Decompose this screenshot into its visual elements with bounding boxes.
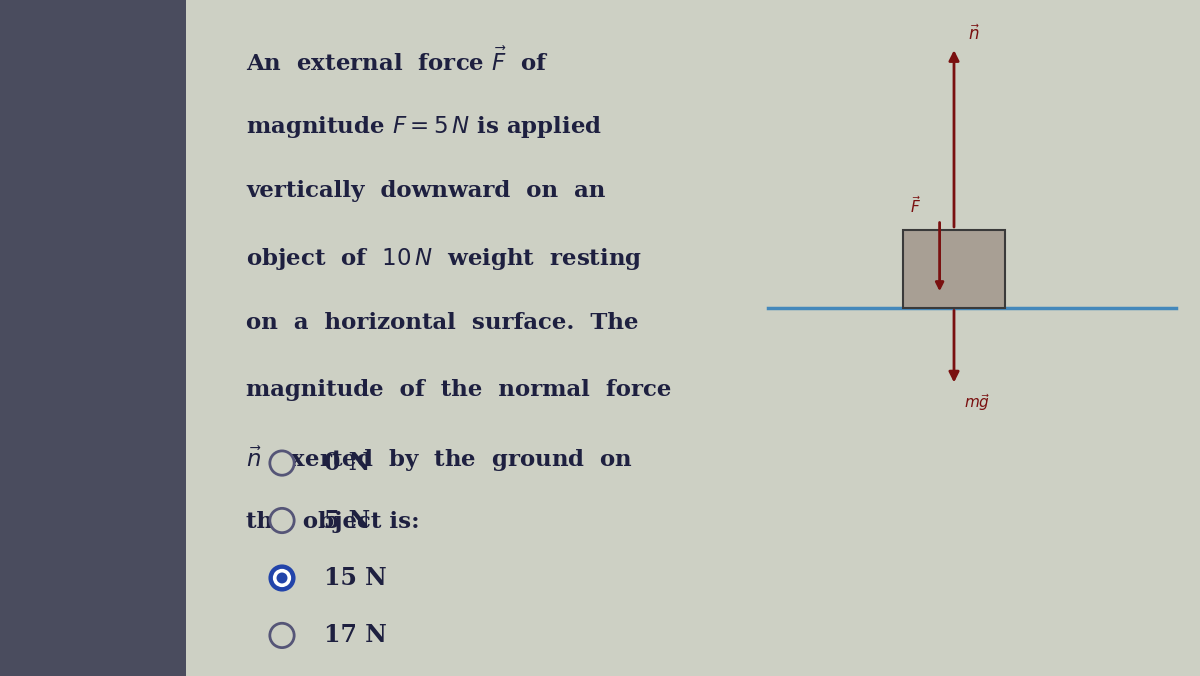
Text: An  external  force $\vec{F}$  of: An external force $\vec{F}$ of: [246, 47, 548, 76]
Bar: [0, 0, 186, 676]
Text: $\vec{n}$: $\vec{n}$: [968, 24, 980, 44]
Text: object  of  $10\,N$  weight  resting: object of $10\,N$ weight resting: [246, 246, 642, 272]
Text: magnitude $F = 5\,N$ is applied: magnitude $F = 5\,N$ is applied: [246, 114, 602, 139]
Text: $\vec{n}$  exerted  by  the  ground  on: $\vec{n}$ exerted by the ground on: [246, 445, 634, 475]
Bar: [904, 230, 1006, 308]
Text: 17 N: 17 N: [324, 623, 388, 648]
Text: on  a  horizontal  surface.  The: on a horizontal surface. The: [246, 312, 638, 335]
Text: 0 N: 0 N: [324, 451, 371, 475]
Text: this object is:: this object is:: [246, 511, 420, 533]
Ellipse shape: [270, 508, 294, 533]
Text: 15 N: 15 N: [324, 566, 386, 590]
Ellipse shape: [270, 623, 294, 648]
Text: $m\vec{g}$: $m\vec{g}$: [964, 392, 990, 413]
Ellipse shape: [270, 566, 294, 590]
Text: $\vec{F}$: $\vec{F}$: [910, 195, 922, 216]
Text: 5 N: 5 N: [324, 508, 371, 533]
Ellipse shape: [270, 451, 294, 475]
Ellipse shape: [276, 573, 288, 583]
Text: vertically  downward  on  an: vertically downward on an: [246, 180, 605, 202]
Text: magnitude  of  the  normal  force: magnitude of the normal force: [246, 379, 671, 401]
Bar: [186, 0, 1200, 676]
Ellipse shape: [272, 569, 292, 587]
